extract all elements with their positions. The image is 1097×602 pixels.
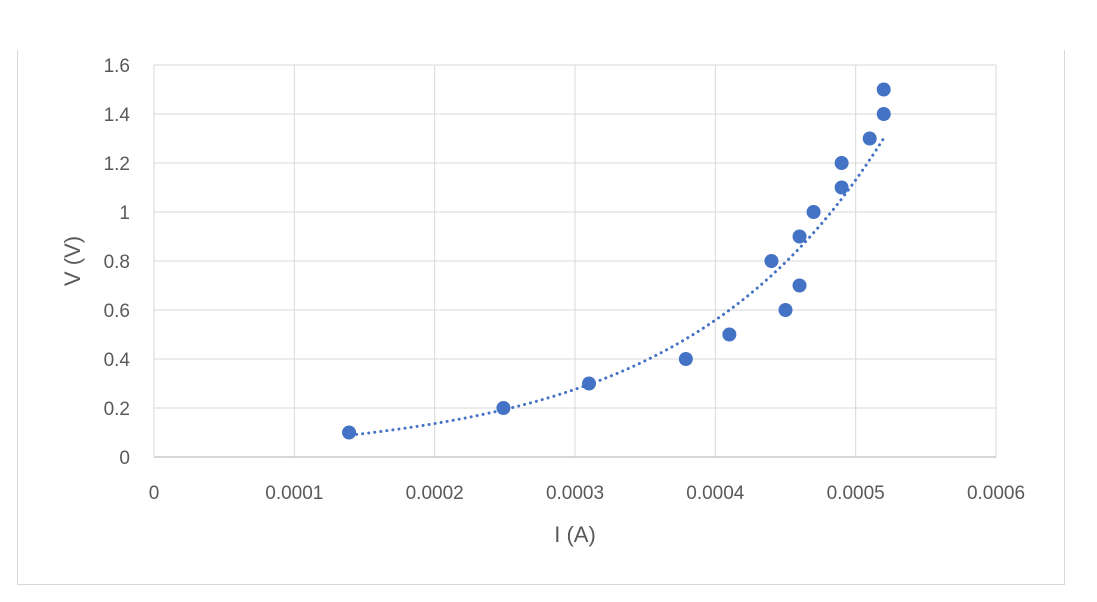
y-tick-label: 0.8 [104,252,130,273]
trendline-path [348,136,886,437]
x-tick-label: 0.0001 [265,483,323,504]
data-point [792,229,807,244]
data-point [678,352,693,366]
data-point [778,303,793,317]
x-tick-label: 0.0006 [967,483,1025,504]
data-point [834,156,849,170]
y-tick-label: 0 [119,448,130,469]
data-point [876,82,891,97]
chart-frame [17,50,1065,585]
y-tick-label: 1.2 [104,154,130,175]
grid-lines [154,64,997,457]
data-point [806,205,821,219]
data-point [834,180,849,195]
y-tick-label: 1 [119,203,130,224]
x-axis-title: I (A) [554,522,596,547]
x-tick-label: 0.0003 [546,483,604,504]
y-tick-label: 1.4 [104,105,131,126]
data-point [862,131,877,146]
x-tick-label: 0.0002 [406,483,464,504]
axes [153,65,996,458]
x-tick-label: 0.0004 [686,483,745,504]
data-point [792,278,807,293]
data-point [496,401,511,415]
data-point [342,425,357,440]
x-tick-label: 0.0005 [827,483,885,504]
data-points [342,82,891,440]
y-axis-title: V (V) [60,236,85,286]
data-point [582,376,597,391]
y-tick-label: 0.4 [104,350,131,371]
data-point [764,254,779,268]
y-tick-labels: 0 0.2 0.4 0.6 0.8 1 1.2 1.4 1.6 [104,56,131,469]
data-point [722,327,737,342]
x-tick-labels: 0 0.0001 0.0002 0.0003 0.0004 0.0005 0.0006 [149,483,1025,504]
data-point [876,107,891,121]
y-tick-label: 0.6 [104,301,130,322]
y-tick-label: 1.6 [104,56,130,77]
y-tick-label: 0.2 [104,399,130,420]
trendline [348,136,886,437]
x-tick-label: 0 [149,483,160,504]
